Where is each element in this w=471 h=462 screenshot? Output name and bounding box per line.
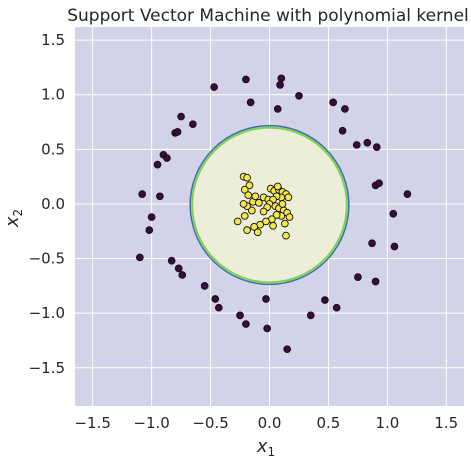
chart-title: Support Vector Machine with polynomial k… — [67, 6, 469, 26]
x-tick-label: −0.5 — [192, 414, 228, 432]
inner-class-point — [240, 185, 249, 194]
outer-class-point — [276, 81, 284, 89]
y-tick-label: −1.5 — [29, 359, 65, 377]
outer-class-point — [262, 295, 270, 303]
outer-class-point — [242, 75, 250, 84]
outer-class-point — [147, 213, 156, 221]
outer-class-point — [368, 239, 376, 248]
outer-class-point — [156, 192, 164, 201]
outer-class-point — [329, 98, 338, 107]
inner-class-point — [280, 219, 289, 228]
inner-class-point — [247, 206, 256, 215]
outer-class-point — [375, 179, 383, 188]
outer-class-point — [135, 253, 144, 262]
y-tick-label: −0.5 — [29, 250, 65, 268]
outer-class-point — [211, 295, 220, 303]
outer-class-point — [173, 128, 182, 136]
outer-class-point — [177, 112, 185, 121]
inner-class-point — [269, 221, 277, 230]
inner-class-point — [251, 192, 260, 201]
inner-class-point — [278, 200, 287, 208]
inner-class-point — [240, 212, 249, 220]
y-tick-label: 0.0 — [41, 195, 65, 213]
outer-class-point — [321, 296, 329, 304]
outer-class-point — [341, 105, 349, 113]
outer-class-point — [153, 160, 162, 169]
x-tick-label: 0.0 — [258, 414, 282, 432]
outer-class-point — [338, 126, 347, 135]
outer-class-point — [138, 190, 147, 198]
tick-labels: −1.5 −1.0 −0.5 0.0 0.5 1.0 1.5 −1.5 −1.0 −0.5 0.0 0… — [29, 31, 459, 432]
y-tick-label: 1.0 — [41, 86, 65, 104]
outer-class-point — [283, 345, 292, 354]
inner-class-point — [253, 228, 262, 237]
inner-class-point — [243, 173, 251, 182]
outer-class-point — [306, 311, 315, 320]
x-tick-label: 1.5 — [434, 414, 458, 432]
inner-class-point — [259, 207, 268, 216]
x-tick-label: −1.0 — [133, 414, 169, 432]
outer-class-point — [390, 242, 399, 251]
y-tick-label: −1.0 — [29, 304, 65, 322]
outer-class-point — [352, 141, 361, 149]
y-tick-label: 1.5 — [41, 31, 65, 49]
inner-class-point — [285, 213, 294, 221]
outer-class-point — [178, 271, 187, 279]
inner-class-point — [255, 198, 263, 207]
outer-class-point — [403, 190, 412, 198]
inner-class-point — [239, 200, 248, 208]
decision-boundary-outer — [189, 124, 350, 286]
inner-class-point — [284, 193, 293, 202]
outer-class-point — [273, 105, 282, 113]
outer-class-point — [167, 256, 176, 265]
outer-class-point — [372, 143, 381, 151]
inner-class-point — [262, 217, 270, 226]
outer-class-point — [363, 138, 372, 147]
x-tick-label: 1.0 — [375, 414, 399, 432]
inner-class-point — [245, 181, 254, 190]
outer-class-point — [277, 74, 286, 83]
outer-class-point — [174, 264, 183, 273]
data-points — [135, 74, 412, 354]
outer-class-point — [145, 226, 154, 235]
outer-class-point — [246, 98, 255, 107]
outer-class-point — [214, 303, 223, 312]
outer-class-point — [189, 120, 197, 129]
x-tick-label: −1.5 — [74, 414, 110, 432]
outer-class-point — [236, 311, 244, 320]
outer-class-point — [200, 282, 209, 290]
inner-class-point — [233, 217, 242, 226]
outer-class-point — [295, 91, 303, 100]
inner-class-point — [250, 223, 259, 231]
outer-class-point — [242, 320, 250, 328]
inner-class-point — [273, 182, 282, 191]
x-tick-label: 0.5 — [317, 414, 341, 432]
inner-class-point — [272, 211, 281, 219]
outer-class-point — [210, 83, 218, 91]
outer-class-point — [163, 154, 171, 162]
inner-class-point — [282, 231, 290, 240]
outer-class-point — [354, 273, 362, 281]
inner-class-point — [244, 191, 253, 200]
inner-class-point — [243, 226, 251, 235]
x-axis-label: x1 — [256, 436, 275, 459]
y-axis-label: x2 — [2, 209, 25, 228]
outer-class-point — [371, 277, 380, 286]
outer-class-point — [263, 324, 271, 333]
decision-boundary-inner — [191, 126, 348, 284]
y-tick-label: 0.5 — [41, 140, 65, 158]
outer-class-point — [332, 303, 341, 312]
outer-class-point — [389, 209, 398, 218]
